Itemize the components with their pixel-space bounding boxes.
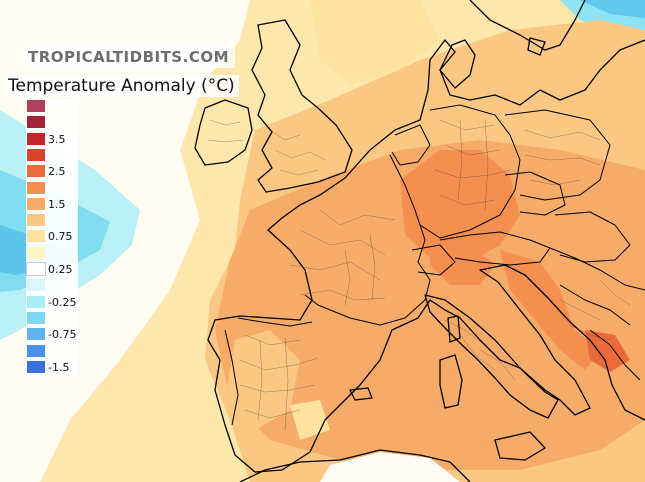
legend-tick-label: -1.5	[48, 360, 70, 374]
germany-border	[419, 104, 521, 239]
legend-tick-label: 3.5	[48, 132, 66, 146]
mediterranean-warm-area	[215, 140, 645, 470]
legend-swatch	[27, 344, 45, 357]
great-britain-outline	[251, 19, 353, 193]
legend-swatch	[27, 295, 45, 308]
legend-tick-label: 0.25	[48, 263, 73, 276]
france-border	[304, 154, 431, 326]
color-scale-legend: 3.5 2.5 1.5 0.75 0.25 -0.25 -0.75 -1.5	[26, 100, 78, 377]
spain-border	[237, 317, 313, 327]
switzerland-border	[411, 244, 456, 276]
portugal-border	[224, 329, 239, 426]
central-europe-hot-core	[400, 150, 520, 262]
sicily-outline	[494, 431, 546, 461]
site-watermark: TROPICALTIDBITS.COM	[22, 46, 235, 68]
legend-swatch	[27, 328, 45, 341]
legend-swatch	[27, 230, 45, 243]
poland-border	[504, 109, 611, 201]
legend-swatch	[27, 116, 45, 129]
denmark-outline	[439, 39, 476, 89]
north-africa-coast	[239, 449, 471, 482]
legend-tick-label: 0.75	[48, 230, 73, 244]
legend-swatch	[27, 246, 45, 259]
corsica-outline	[447, 315, 461, 343]
legend-swatch	[27, 360, 45, 373]
legend-swatch	[27, 165, 45, 178]
legend-swatch	[27, 132, 45, 145]
czech-border	[504, 171, 566, 216]
legend-swatch	[26, 262, 46, 276]
italy-outline	[424, 294, 559, 419]
legend-swatch	[27, 311, 45, 324]
legend-swatch	[27, 214, 45, 227]
legend-tick-label: -0.25	[48, 295, 77, 309]
mainland-coast-outline	[207, 39, 645, 473]
ireland-outline	[194, 99, 253, 166]
legend-swatch	[27, 197, 45, 210]
legend-tick-label: 2.5	[48, 165, 66, 179]
legend-tick-label: -0.75	[48, 328, 77, 342]
legend-swatch	[27, 181, 45, 194]
balearic-outline	[349, 387, 373, 401]
legend-swatch	[27, 100, 45, 112]
legend-title: Temperature Anomaly (°C)	[4, 75, 239, 97]
scandinavia-outline	[469, 0, 586, 51]
legend-swatch	[27, 148, 45, 161]
benelux-border	[391, 124, 431, 166]
hungary-border	[554, 211, 631, 263]
sardinia-outline	[439, 354, 463, 409]
legend-tick-label: 1.5	[48, 197, 66, 211]
legend-swatch	[27, 279, 45, 292]
